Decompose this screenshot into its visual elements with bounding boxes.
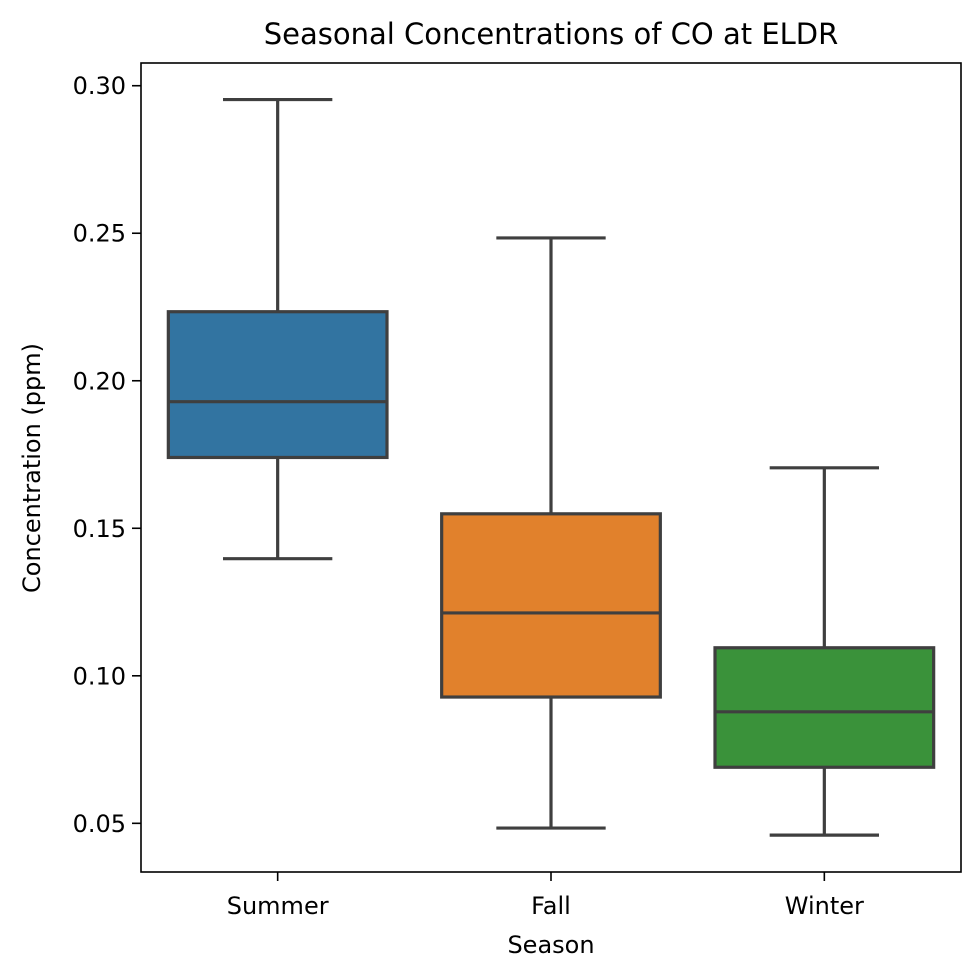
y-tick-label: 0.25 xyxy=(73,220,126,248)
iqr-box-fall xyxy=(440,512,662,699)
y-tick-label: 0.15 xyxy=(73,515,126,543)
x-axis: Summer Fall Winter xyxy=(227,872,864,920)
box-fall xyxy=(440,236,662,830)
iqr-box-winter xyxy=(713,646,936,769)
y-tick-label: 0.05 xyxy=(73,810,126,838)
box-winter xyxy=(713,466,936,837)
x-tick-label-summer: Summer xyxy=(227,892,329,920)
y-tick-label: 0.10 xyxy=(73,662,126,690)
y-axis-label: Concentration (ppm) xyxy=(18,343,46,593)
x-tick-label-fall: Fall xyxy=(531,892,571,920)
chart-title: Seasonal Concentrations of CO at ELDR xyxy=(264,17,839,51)
y-tick-label: 0.20 xyxy=(73,367,126,395)
plot-marks xyxy=(166,97,936,837)
iqr-box-summer xyxy=(166,310,389,460)
x-tick-label-winter: Winter xyxy=(785,892,864,920)
box-summer xyxy=(166,97,389,561)
x-axis-label: Season xyxy=(507,931,594,959)
y-axis: 0.05 0.10 0.15 0.20 0.25 0.30 xyxy=(73,72,141,838)
y-tick-label: 0.30 xyxy=(73,72,126,100)
